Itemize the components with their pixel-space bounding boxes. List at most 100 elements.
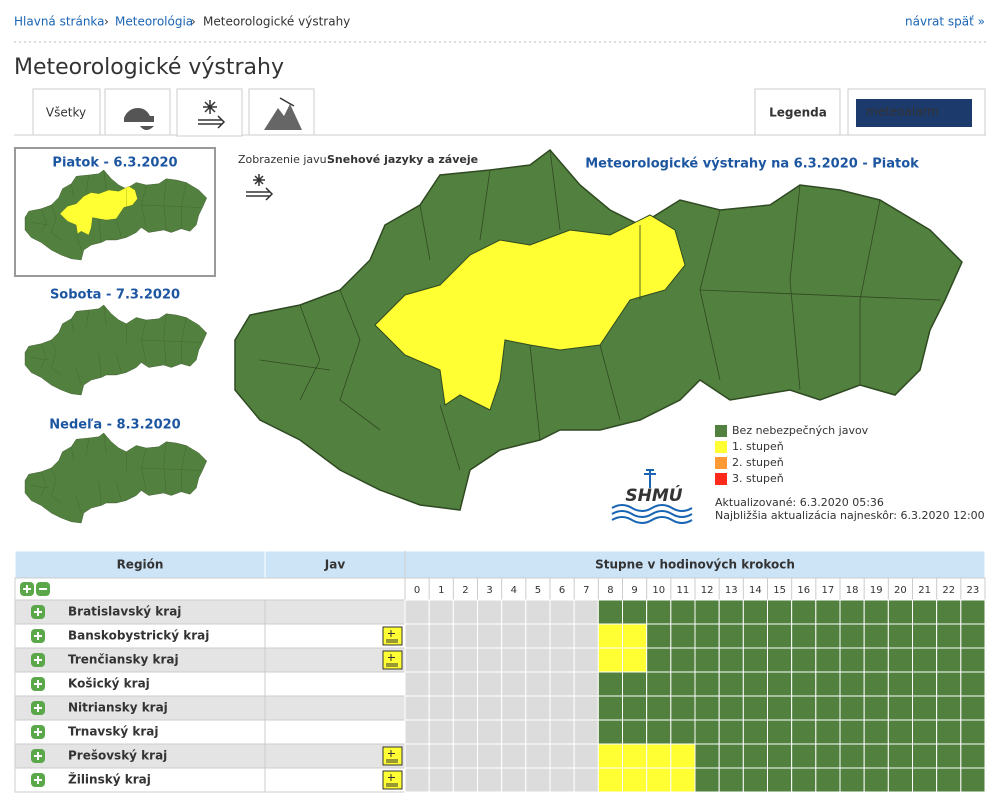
- breadcrumb-link[interactable]: Meteorológia: [115, 15, 193, 29]
- hour-cell: [525, 599, 551, 625]
- hour-cell: [960, 695, 986, 721]
- expand-row[interactable]: [31, 629, 45, 643]
- hour-cell: [960, 647, 986, 673]
- hour-label: 11: [677, 585, 690, 596]
- hour-cell: [477, 743, 503, 769]
- region-name: Žilinský kraj: [68, 772, 151, 787]
- tab[interactable]: Všetky: [32, 88, 101, 136]
- hour-cell: [622, 719, 648, 745]
- hour-label: 5: [535, 585, 541, 596]
- legend: Bez nebezpečných javov 1. stupeň 2. stupeň…: [715, 424, 869, 485]
- breadcrumb-separator: ›: [191, 15, 196, 29]
- legend-label: 3. stupeň: [732, 472, 784, 485]
- hour-cell: [670, 767, 696, 793]
- legend-swatch: [715, 457, 727, 469]
- phenomenon-icon-glyph: [386, 774, 398, 787]
- hour-cell: [549, 695, 575, 721]
- region-name: Trenčiansky kraj: [68, 653, 179, 667]
- tab-mountain[interactable]: [248, 88, 315, 136]
- hour-cell: [525, 767, 551, 793]
- hour-cell: [887, 647, 913, 673]
- meteoalarm-logo: [856, 99, 972, 127]
- plus-sign: [34, 680, 42, 688]
- tab-label: Legenda: [769, 106, 827, 120]
- hour-cell: [742, 695, 768, 721]
- expand-row[interactable]: [31, 701, 45, 715]
- hour-cell: [452, 671, 479, 697]
- day-map[interactable]: [24, 432, 207, 524]
- hour-cell: [670, 743, 696, 769]
- hour-cell: [887, 695, 913, 721]
- hour-cell: [936, 647, 962, 673]
- hour-cell: [718, 695, 744, 721]
- hour-cell: [887, 743, 913, 769]
- row-bg: [14, 623, 406, 649]
- hour-cell: [742, 647, 768, 673]
- hour-cell: [815, 743, 841, 769]
- legend-swatch: [715, 425, 727, 437]
- hour-cell: [525, 743, 551, 769]
- day-label[interactable]: Nedeľa - 8.3.2020: [49, 418, 180, 433]
- legend-tab[interactable]: Legenda: [754, 88, 841, 136]
- hour-cell: [573, 671, 599, 697]
- hour-cell: [525, 695, 551, 721]
- hour-cell: [549, 599, 575, 625]
- hour-label: 3: [486, 585, 492, 596]
- hour-cell: [573, 719, 599, 745]
- hour-label: 12: [701, 585, 714, 596]
- hour-cell: [960, 671, 986, 697]
- hour-cell: [815, 599, 841, 625]
- hour-cell: [597, 719, 623, 745]
- legend-label: 2. stupeň: [732, 456, 784, 469]
- hour-cell: [912, 671, 938, 697]
- hour-cell: [452, 623, 479, 649]
- hour-cell: [694, 767, 720, 793]
- day-map[interactable]: [24, 304, 207, 396]
- hour-label: 15: [773, 585, 786, 596]
- hour-cell: [815, 719, 841, 745]
- expand-row[interactable]: [31, 749, 45, 763]
- hour-cell: [477, 767, 503, 793]
- hour-cell: [428, 695, 454, 721]
- breadcrumb-link[interactable]: Hlavná stránka: [14, 15, 105, 29]
- hour-cell: [960, 623, 986, 649]
- phenomenon-icon-glyph: [386, 750, 398, 763]
- region-name: Bratislavský kraj: [68, 605, 181, 619]
- back-link[interactable]: návrat späť »: [905, 15, 985, 29]
- hour-cell: [428, 599, 454, 625]
- hour-cell: [428, 647, 454, 673]
- expand-row[interactable]: [31, 653, 45, 667]
- hour-cell: [670, 623, 696, 649]
- expand-all[interactable]: [20, 582, 34, 596]
- expand-row[interactable]: [31, 677, 45, 691]
- hour-label: 6: [559, 585, 565, 596]
- hour-cell: [670, 719, 696, 745]
- warning-table: Región Jav Stupne v hodinových krokoch 0…: [14, 550, 986, 793]
- hour-cell: [767, 695, 793, 721]
- expand-row[interactable]: [31, 605, 45, 619]
- hour-cell: [622, 623, 648, 649]
- expand-row[interactable]: [31, 773, 45, 787]
- hour-cell: [573, 623, 599, 649]
- hour-cell: [718, 719, 744, 745]
- hour-cell: [428, 719, 454, 745]
- hour-label: 14: [749, 585, 762, 596]
- plus-sign: [34, 608, 42, 616]
- tab-snow[interactable]: [176, 88, 243, 137]
- hour-cell: [936, 743, 962, 769]
- hour-label: 16: [797, 585, 810, 596]
- hour-cell: [863, 623, 889, 649]
- tab-car[interactable]: [104, 88, 171, 136]
- hour-cell: [887, 599, 913, 625]
- hour-cell: [815, 767, 841, 793]
- hour-label: 2: [462, 585, 468, 596]
- day-label[interactable]: Piatok - 6.3.2020: [52, 156, 177, 171]
- collapse-all[interactable]: [36, 582, 50, 596]
- hour-label: 8: [607, 585, 613, 596]
- hour-cell: [912, 623, 938, 649]
- meteoalarm-tab[interactable]: meteoalarm: [847, 88, 986, 136]
- expand-row[interactable]: [31, 725, 45, 739]
- plus-sign: [23, 585, 31, 593]
- hour-cell: [622, 743, 648, 769]
- day-label[interactable]: Sobota - 7.3.2020: [50, 288, 180, 303]
